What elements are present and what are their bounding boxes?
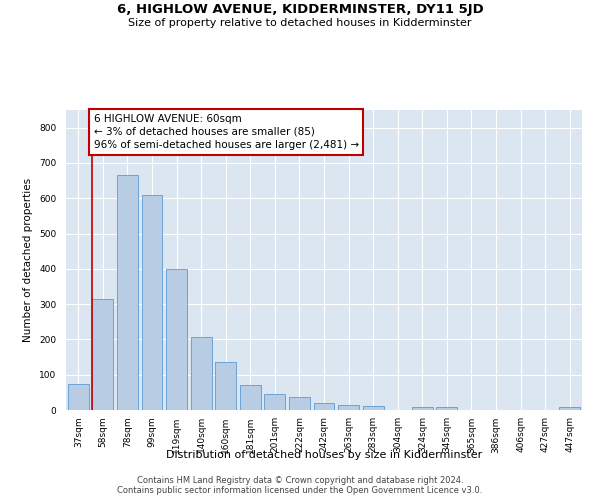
Bar: [314, 403, 334, 410]
Bar: [436, 407, 457, 410]
Bar: [412, 407, 433, 410]
Bar: [166, 269, 187, 410]
Text: Contains HM Land Registry data © Crown copyright and database right 2024.: Contains HM Land Registry data © Crown c…: [137, 476, 463, 485]
Bar: [142, 194, 163, 410]
Bar: [559, 407, 580, 410]
Bar: [362, 406, 383, 410]
Text: Contains public sector information licensed under the Open Government Licence v3: Contains public sector information licen…: [118, 486, 482, 495]
Text: 6, HIGHLOW AVENUE, KIDDERMINSTER, DY11 5JD: 6, HIGHLOW AVENUE, KIDDERMINSTER, DY11 5…: [116, 2, 484, 16]
Text: Distribution of detached houses by size in Kidderminster: Distribution of detached houses by size …: [166, 450, 482, 460]
Bar: [338, 404, 359, 410]
Bar: [265, 394, 286, 410]
Bar: [240, 386, 261, 410]
Bar: [68, 384, 89, 410]
Bar: [289, 397, 310, 410]
Bar: [117, 176, 138, 410]
Bar: [92, 299, 113, 410]
Text: Size of property relative to detached houses in Kidderminster: Size of property relative to detached ho…: [128, 18, 472, 28]
Bar: [191, 337, 212, 410]
Bar: [215, 362, 236, 410]
Text: 6 HIGHLOW AVENUE: 60sqm
← 3% of detached houses are smaller (85)
96% of semi-det: 6 HIGHLOW AVENUE: 60sqm ← 3% of detached…: [94, 114, 359, 150]
Y-axis label: Number of detached properties: Number of detached properties: [23, 178, 34, 342]
